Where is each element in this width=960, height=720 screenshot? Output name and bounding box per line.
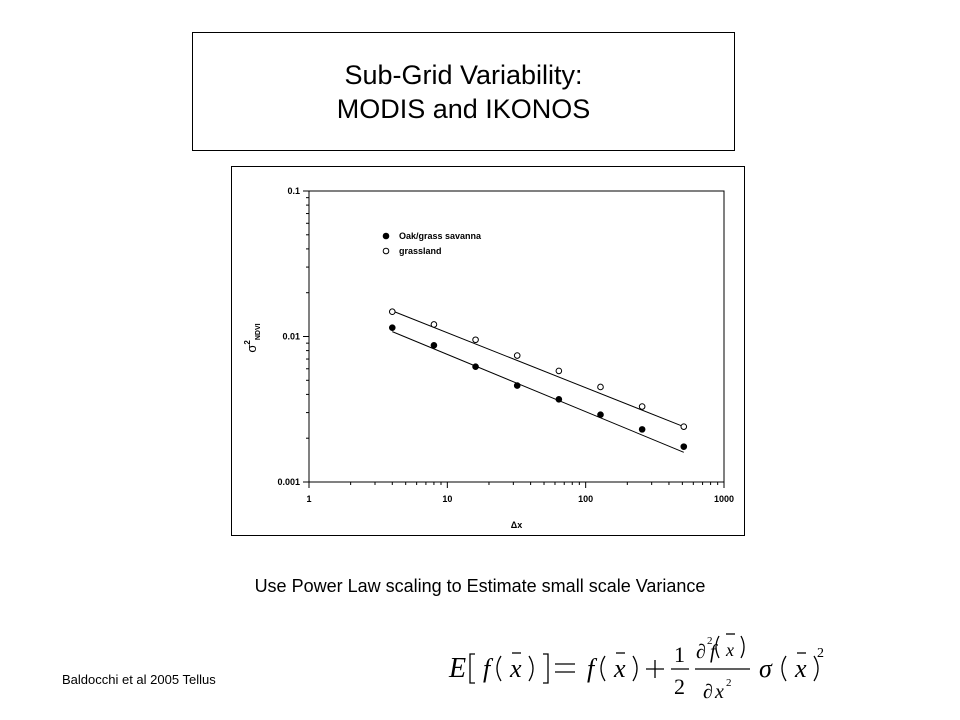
- equation: E f x f x 1 2 ∂ 2 f x ∂ x 2: [448, 633, 824, 703]
- title-box: Sub-Grid Variability: MODIS and IKONOS: [192, 32, 735, 151]
- data-point-oak: [597, 411, 604, 419]
- citation: Baldocchi et al 2005 Tellus: [62, 672, 216, 687]
- eq-x-4: x: [714, 681, 724, 703]
- data-point-grassland: [555, 367, 563, 375]
- legend-label-oak: Oak/grass savanna: [399, 231, 482, 241]
- title-line-2: MODIS and IKONOS: [336, 93, 591, 124]
- legend-marker-grassland: [382, 247, 390, 255]
- data-point-grassland: [638, 403, 646, 410]
- eq-close-bracket: [543, 653, 549, 684]
- legend-label-grassland: grassland: [399, 246, 442, 256]
- plot-area: [308, 190, 725, 483]
- eq-x-1: x: [509, 654, 522, 683]
- y-tick-label: 0.1: [287, 186, 300, 196]
- fit-line-grassland: [392, 310, 684, 428]
- data-point-oak: [430, 341, 438, 349]
- eq-numerator-1: 1: [674, 642, 685, 667]
- svg-text:σ2NDVI: σ2NDVI: [243, 323, 262, 352]
- legend: Oak/grass savanna grassland: [382, 231, 482, 256]
- x-tick-label: 1000: [714, 494, 734, 504]
- tick-labels: 1 10 100 1000 0.001 0.01 0.1: [277, 186, 734, 504]
- y-tick-label: 0.01: [282, 332, 300, 342]
- chart-svg: 1 10 100 1000 0.001 0.01 0.1 Oak/grass savanna…: [243, 186, 734, 530]
- chart-frame: 1 10 100 1000 0.001 0.01 0.1 Oak/grass savanna…: [231, 166, 745, 536]
- x-tick-label: 1: [306, 494, 311, 504]
- eq-E: E: [448, 653, 466, 684]
- title-line-1: Sub-Grid Variability:: [344, 59, 583, 90]
- data-point-oak: [680, 443, 688, 450]
- data-point-grassland: [472, 336, 479, 344]
- eq-open-bracket: [469, 653, 475, 684]
- eq-power-2: 2: [817, 646, 824, 661]
- eq-f-2: f: [587, 654, 598, 683]
- y-axis-label-sub: NDVI: [255, 323, 262, 340]
- data-point-grassland: [680, 423, 688, 430]
- eq-paren-open-3: [715, 635, 720, 659]
- eq-paren-open-1: [496, 655, 502, 682]
- data-point-oak: [638, 426, 646, 433]
- eq-paren-close-1: [528, 655, 534, 682]
- fit-line-oak: [392, 331, 684, 453]
- data-point-grassland: [430, 321, 438, 328]
- x-tick-label: 100: [578, 494, 593, 504]
- eq-sigma: σ: [759, 654, 773, 683]
- data-point-oak: [472, 363, 479, 371]
- eq-f-1: f: [483, 654, 494, 683]
- ticks: [303, 190, 725, 488]
- data-point-grassland: [513, 352, 521, 359]
- data-points: [388, 308, 688, 450]
- fit-lines: [392, 310, 684, 453]
- eq-paren-close-4: [813, 655, 819, 682]
- data-point-oak: [388, 324, 396, 331]
- eq-denominator-1: 2: [674, 674, 685, 699]
- data-point-grassland: [597, 383, 604, 391]
- legend-marker-oak: [382, 232, 390, 240]
- eq-partial-sup: 2: [707, 635, 713, 647]
- eq-x-2: x: [613, 654, 626, 683]
- eq-f-3: f: [710, 641, 718, 663]
- eq-paren-open-4: [781, 655, 787, 682]
- y-axis-label: σ2NDVI: [243, 323, 262, 352]
- eq-denom-sup: 2: [726, 677, 732, 689]
- y-axis-label-symbol: σ: [244, 345, 259, 353]
- x-axis-label: Δx: [511, 520, 522, 530]
- y-tick-label: 0.001: [277, 477, 300, 487]
- eq-paren-open-2: [600, 655, 606, 682]
- eq-x-3: x: [725, 640, 734, 660]
- eq-partial-2: ∂: [703, 681, 713, 703]
- eq-x-5: x: [794, 654, 807, 683]
- eq-paren-close-3: [740, 635, 745, 659]
- caption: Use Power Law scaling to Estimate small …: [254, 576, 706, 596]
- data-point-grassland: [388, 308, 396, 316]
- data-point-oak: [513, 382, 521, 389]
- x-tick-label: 10: [442, 494, 452, 504]
- data-point-oak: [555, 396, 563, 403]
- eq-partial-1: ∂: [696, 641, 706, 663]
- eq-paren-close-2: [632, 655, 638, 682]
- y-axis-label-sup: 2: [243, 340, 252, 345]
